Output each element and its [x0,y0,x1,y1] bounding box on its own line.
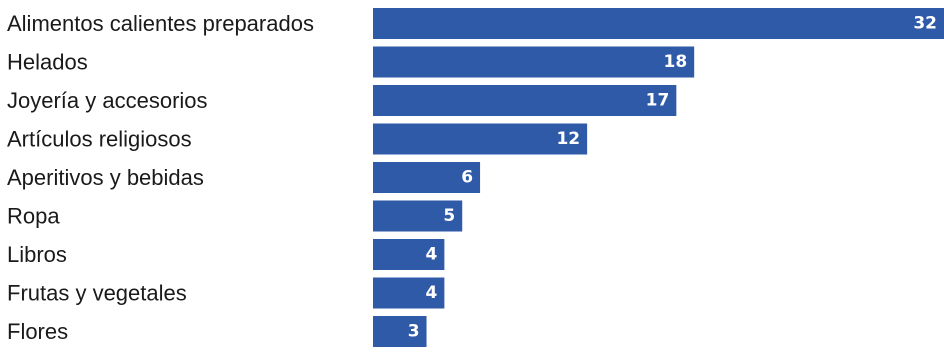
value-label-joyeria-y-accesorios: 17 [646,91,670,111]
category-label-frutas-y-vegetales: Frutas y vegetales [7,281,187,306]
category-label-articulos-religiosos: Artículos religiosos [7,127,192,152]
value-label-flores: 3 [408,322,420,342]
category-label-libros: Libros [7,242,67,267]
bar-articulos-religiosos [373,123,588,155]
category-label-aperitivos-y-bebidas: Aperitivos y bebidas [7,165,204,190]
category-label-helados: Helados [7,50,88,75]
category-label-joyeria-y-accesorios: Joyería y accesorios [7,88,208,113]
bar-libros [373,239,445,270]
bar-flores [373,316,427,347]
value-label-libros: 4 [426,245,438,265]
bars [373,8,944,347]
value-label-ropa: 5 [443,206,455,226]
category-label-ropa: Ropa [7,204,60,229]
bar-joyeria-y-accesorios [373,85,677,116]
bar-aperitivos-y-bebidas [373,162,481,193]
category-label-flores: Flores [7,319,68,344]
value-label-helados: 18 [664,52,688,72]
value-label-aperitivos-y-bebidas: 6 [461,168,473,188]
value-label-frutas-y-vegetales: 4 [426,283,438,303]
bar-frutas-y-vegetales [373,277,445,309]
bar-ropa [373,200,463,232]
bar-helados [373,46,695,78]
value-label-articulos-religiosos: 12 [556,129,580,149]
category-label-alimentos-calientes-preparados: Alimentos calientes preparados [7,11,314,36]
value-label-alimentos-calientes-preparados: 32 [913,14,937,34]
category-labels: Alimentos calientes preparados Helados Joy… [7,11,314,344]
bar-alimentos-calientes-preparados [373,8,944,39]
